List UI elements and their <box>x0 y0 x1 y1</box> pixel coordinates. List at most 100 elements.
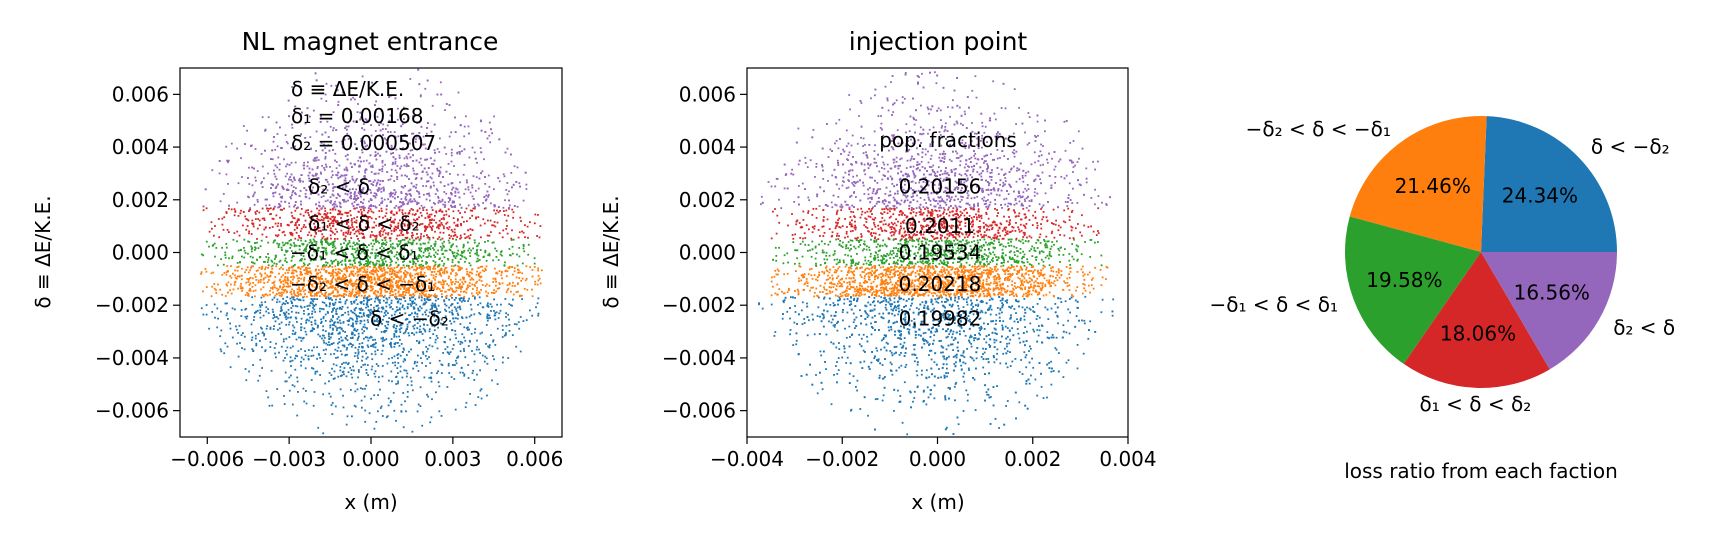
panel1-point <box>353 355 356 358</box>
panel1-point <box>460 340 462 343</box>
panel1-point <box>344 311 347 314</box>
panel1-point <box>412 167 414 170</box>
panel1-point <box>285 315 288 318</box>
panel1-point <box>330 374 333 376</box>
panel1-point <box>320 242 323 245</box>
panel1-point <box>284 234 286 237</box>
panel1-point <box>417 307 419 310</box>
panel1-point <box>314 220 317 223</box>
panel1-point <box>395 297 397 300</box>
panel1-point <box>343 345 346 348</box>
panel1-point <box>411 302 414 304</box>
panel1-point <box>463 297 465 300</box>
panel1-point <box>288 389 291 392</box>
panel1-point <box>211 169 214 172</box>
panel1-point <box>356 207 358 209</box>
panel1-point <box>437 370 439 373</box>
panel1-point <box>424 230 426 232</box>
panel1-point <box>325 252 328 254</box>
panel1-point <box>455 317 457 320</box>
panel1-point <box>510 304 512 307</box>
panel1-point <box>422 288 425 291</box>
panel1-point <box>399 308 401 311</box>
panel1-point <box>324 291 327 294</box>
panel1-point <box>438 270 441 273</box>
panel1-point <box>344 354 347 356</box>
panel1-point <box>414 213 417 215</box>
panel1-point <box>344 237 346 240</box>
panel1-point <box>302 243 305 245</box>
panel1-point <box>286 163 289 166</box>
panel1-point <box>205 304 208 306</box>
panel1-point <box>351 284 354 287</box>
panel1-point <box>412 234 414 236</box>
panel1-point <box>428 299 431 302</box>
panel1-point <box>438 273 441 276</box>
panel1-point <box>299 213 302 216</box>
panel1-point <box>330 404 333 406</box>
panel1-point <box>386 124 389 127</box>
panel1-point <box>362 313 365 316</box>
panel1-point <box>389 243 392 246</box>
panel1-point <box>368 271 371 274</box>
panel1-point <box>442 264 445 267</box>
panel1-point <box>320 218 323 221</box>
panel1-point <box>394 361 396 364</box>
panel1-point <box>464 339 467 342</box>
panel1-point <box>294 357 296 360</box>
panel1-point <box>262 278 265 281</box>
panel1-point <box>245 218 248 220</box>
panel1-point <box>422 280 425 283</box>
panel1-point <box>476 289 478 292</box>
panel1-point <box>374 238 377 241</box>
panel1-point <box>275 293 278 295</box>
panel1-point <box>398 269 401 272</box>
panel1-point <box>422 293 425 296</box>
panel1-point <box>376 273 378 276</box>
panel1-point <box>397 240 400 242</box>
panel1-point <box>426 225 429 228</box>
panel1-point <box>522 320 525 322</box>
panel1-point <box>505 332 507 334</box>
panel1-point <box>396 301 399 303</box>
panel1-point <box>445 294 448 297</box>
panel1-point <box>487 317 490 320</box>
panel1-point <box>369 289 372 292</box>
panel1-point <box>425 247 427 250</box>
panel1-point <box>418 216 420 219</box>
panel1-point <box>397 309 399 311</box>
panel1-point <box>477 396 480 398</box>
panel1-point <box>309 216 312 219</box>
panel1-point <box>248 241 251 243</box>
panel1-point <box>513 323 516 325</box>
panel1-point <box>440 363 443 366</box>
panel1-point <box>511 273 514 276</box>
panel1-point <box>414 219 417 222</box>
panel1-point <box>299 299 302 302</box>
panel1-point <box>325 304 328 306</box>
panel1-point <box>213 234 215 237</box>
panel1-point <box>389 237 392 240</box>
panel1-point <box>483 207 486 210</box>
panel1-point <box>533 262 536 265</box>
panel1-point <box>460 367 463 369</box>
panel1-point <box>353 228 355 231</box>
panel1-point <box>368 244 370 246</box>
panel1-point <box>329 243 331 246</box>
panel1-point <box>289 247 292 249</box>
panel1-point <box>452 234 455 237</box>
panel1-point <box>365 306 367 309</box>
panel1-point <box>439 231 442 234</box>
panel1-point <box>416 313 419 315</box>
panel1-point <box>513 165 516 168</box>
panel1-point <box>320 172 322 175</box>
panel1-point <box>291 233 294 235</box>
panel1-point <box>355 298 358 301</box>
panel1-point <box>361 345 363 348</box>
panel1-point <box>380 267 383 270</box>
panel1-point <box>337 252 340 255</box>
panel1-point <box>433 270 436 273</box>
panel1-point <box>200 271 203 274</box>
panel1-point <box>247 271 250 274</box>
panel1-point <box>444 303 446 306</box>
